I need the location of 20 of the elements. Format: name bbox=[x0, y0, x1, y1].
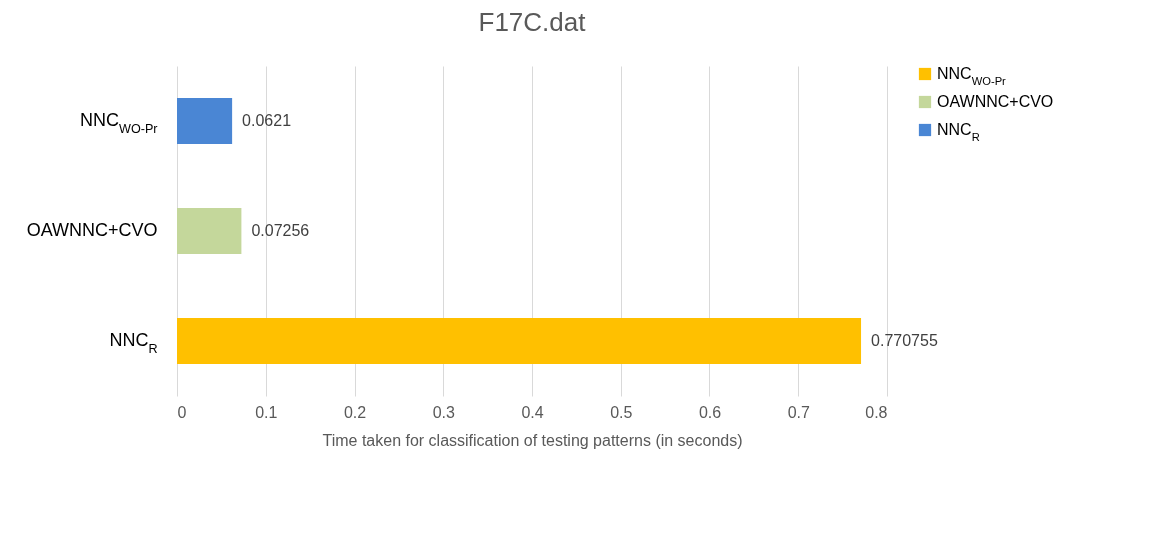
y-tick-label: NNC$_{WO-Pr}$ bbox=[80, 110, 158, 136]
data-label: 0.07256 bbox=[251, 222, 310, 239]
x-tick-label: 0.5 bbox=[610, 403, 633, 421]
data-label: 0.0621 bbox=[242, 112, 292, 129]
y-tick-label: NNC$_{R}$ bbox=[109, 330, 158, 356]
x-tick-label: 0 bbox=[177, 403, 187, 421]
x-tick-label: 0.7 bbox=[787, 403, 810, 421]
data-label: 0.770755 bbox=[871, 332, 938, 349]
y-tick-label: OAWNNC+CVO bbox=[26, 220, 158, 240]
x-tick-label: 0.4 bbox=[521, 403, 544, 421]
legend-label: NNC$_{R}$ bbox=[937, 121, 980, 143]
x-axis-title: Time taken for classification of testing patterns (in seconds) bbox=[322, 431, 743, 449]
legend-label: NNC$_{WO-Pr}$ bbox=[937, 65, 1007, 87]
x-tick-label: 0.3 bbox=[432, 403, 455, 421]
x-tick-label: 0.8 bbox=[865, 403, 888, 421]
x-tick-label: 0.2 bbox=[343, 403, 367, 421]
x-tick-label: 0.6 bbox=[698, 403, 722, 421]
x-tick-label: 0.1 bbox=[255, 403, 278, 421]
chart-title: F17C.dat bbox=[478, 7, 587, 37]
legend-label: OAWNNC+CVO bbox=[937, 93, 1054, 110]
